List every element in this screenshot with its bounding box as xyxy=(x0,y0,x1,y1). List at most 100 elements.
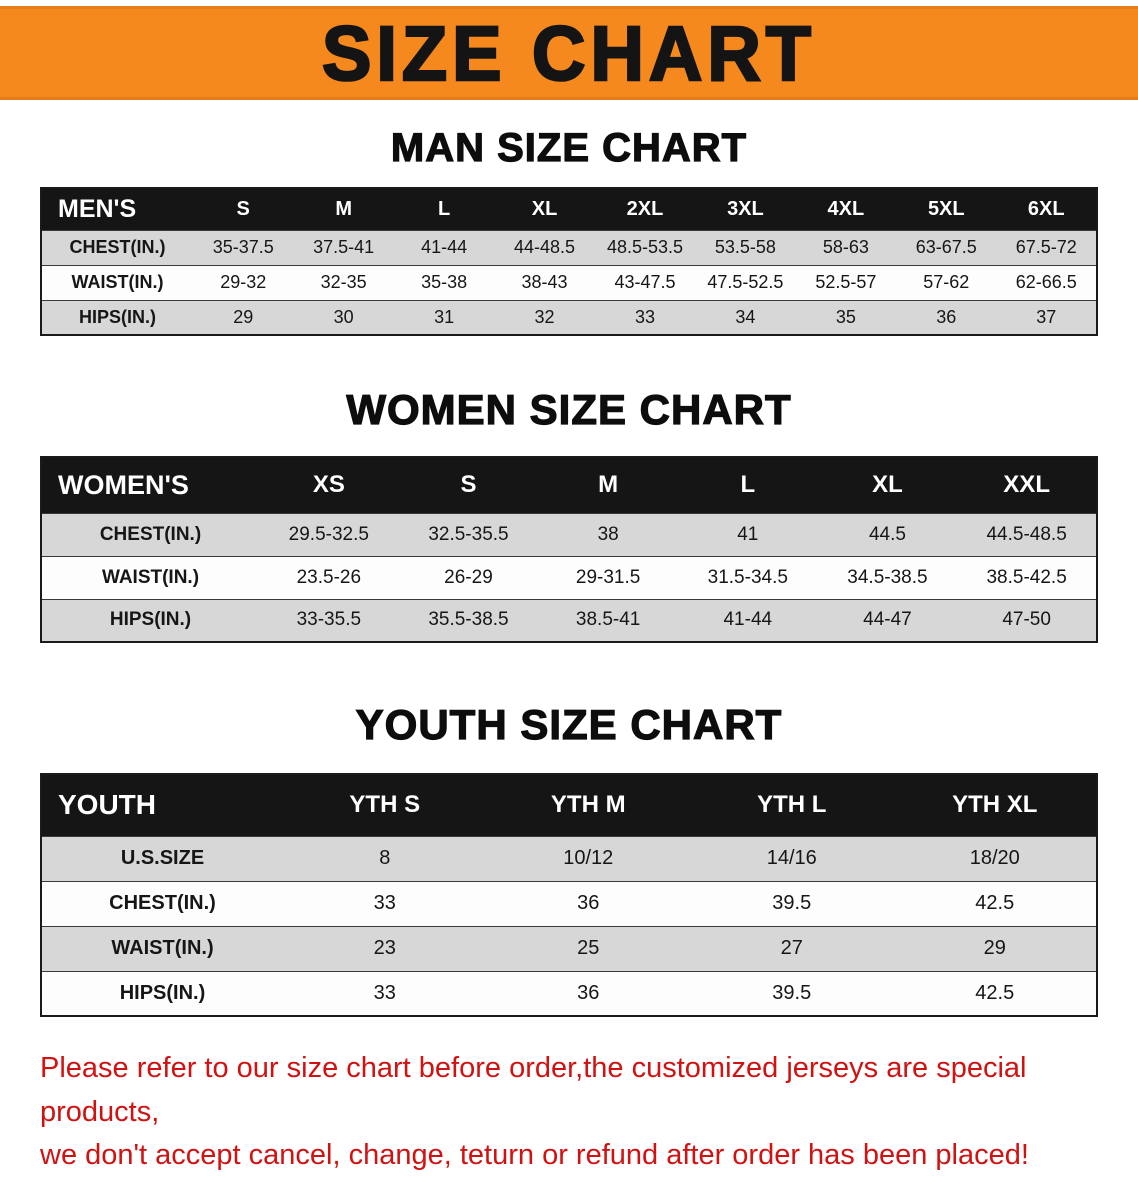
value-cell: 35.5-38.5 xyxy=(398,598,539,643)
size-header-cell: L xyxy=(677,457,818,513)
size-header-cell: XL xyxy=(817,457,958,513)
size-header-cell: M xyxy=(538,457,678,513)
row-label-cell: CHEST(IN.) xyxy=(41,229,193,266)
table-row: U.S.SIZE 8 10/12 14/16 18/20 xyxy=(41,835,1097,882)
value-cell: 31 xyxy=(393,299,495,336)
value-cell: 52.5-57 xyxy=(795,264,897,301)
size-header-cell: XL xyxy=(494,188,595,230)
value-cell: 43-47.5 xyxy=(594,264,696,301)
table-header-row: YOUTH YTH S YTH M YTH L YTH XL xyxy=(41,774,1097,836)
value-cell: 33-35.5 xyxy=(259,598,399,643)
size-header-cell: YTH M xyxy=(486,774,690,836)
value-cell: 31.5-34.5 xyxy=(677,555,818,600)
value-cell: 48.5-53.5 xyxy=(594,229,696,266)
value-cell: 38.5-41 xyxy=(538,598,678,643)
value-cell: 29 xyxy=(893,925,1097,972)
value-cell: 23.5-26 xyxy=(259,555,399,600)
size-header-cell: 3XL xyxy=(695,188,796,230)
women-size-chart-heading: WOMEN SIZE CHART xyxy=(346,385,792,433)
size-header-cell: S xyxy=(398,457,539,513)
size-header-cell: S xyxy=(193,188,294,230)
value-cell: 32-35 xyxy=(293,264,394,301)
value-cell: 14/16 xyxy=(690,835,894,882)
value-cell: 38-43 xyxy=(494,264,595,301)
men-size-chart-heading: MAN SIZE CHART xyxy=(390,125,748,170)
value-cell: 35-38 xyxy=(393,264,495,301)
value-cell: 44.5 xyxy=(817,512,958,557)
table-row: CHEST(IN.) 33 36 39.5 42.5 xyxy=(41,880,1097,927)
value-cell: 38 xyxy=(538,512,678,557)
value-cell: 29 xyxy=(193,299,294,336)
row-label-cell: WAIST(IN.) xyxy=(41,555,259,600)
value-cell: 42.5 xyxy=(893,880,1097,927)
value-cell: 37.5-41 xyxy=(293,229,394,266)
value-cell: 39.5 xyxy=(690,880,894,927)
value-cell: 41-44 xyxy=(677,598,818,643)
value-cell: 26-29 xyxy=(398,555,539,600)
size-header-cell: L xyxy=(393,188,495,230)
women-size-chart-section: WOMEN SIZE CHART WOMEN'S XS S M L XL XXL CHEST(… xyxy=(0,385,1138,643)
value-cell: 58-63 xyxy=(795,229,897,266)
value-cell: 35-37.5 xyxy=(193,229,294,266)
row-label-cell: WAIST(IN.) xyxy=(41,925,283,972)
table-header-row: WOMEN'S XS S M L XL XXL xyxy=(41,457,1097,513)
table-row: HIPS(IN.) 29 30 31 32 33 34 35 36 37 xyxy=(41,299,1097,336)
youth-size-chart-heading: YOUTH SIZE CHART xyxy=(355,700,783,748)
value-cell: 10/12 xyxy=(486,835,690,882)
value-cell: 29-32 xyxy=(193,264,294,301)
women-size-table: WOMEN'S XS S M L XL XXL CHEST(IN.) 29.5-32.5 32.5… xyxy=(40,456,1098,643)
value-cell: 37 xyxy=(996,299,1097,336)
value-cell: 34.5-38.5 xyxy=(817,555,958,600)
value-cell: 39.5 xyxy=(690,970,894,1017)
disclaimer-line-1: Please refer to our size chart before or… xyxy=(40,1052,1027,1128)
table-row: CHEST(IN.) 35-37.5 37.5-41 41-44 44-48.5 48.5… xyxy=(41,229,1097,266)
value-cell: 8 xyxy=(283,835,487,882)
row-label-cell: HIPS(IN.) xyxy=(41,299,193,336)
row-label-cell: HIPS(IN.) xyxy=(41,970,283,1017)
youth-size-table: YOUTH YTH S YTH M YTH L YTH XL U.S.SIZE 8 10/12… xyxy=(40,773,1098,1017)
value-cell: 42.5 xyxy=(893,970,1097,1017)
value-cell: 44-48.5 xyxy=(494,229,595,266)
value-cell: 29.5-32.5 xyxy=(259,512,399,557)
size-header-cell: M xyxy=(293,188,394,230)
value-cell: 32 xyxy=(494,299,595,336)
men-size-table: MEN'S S M L XL 2XL 3XL 4XL 5XL 6XL CHEST(IN.) 35-37… xyxy=(40,187,1098,336)
value-cell: 36 xyxy=(896,299,997,336)
table-row: CHEST(IN.) 29.5-32.5 32.5-35.5 38 41 44.5 44.5… xyxy=(41,512,1097,557)
row-label-cell: U.S.SIZE xyxy=(41,835,283,882)
table-row: WAIST(IN.) 23.5-26 26-29 29-31.5 31.5-34.5 34… xyxy=(41,555,1097,600)
value-cell: 25 xyxy=(486,925,690,972)
disclaimer-line-2: we don't accept cancel, change, teturn o… xyxy=(40,1139,1029,1171)
size-header-cell: XXL xyxy=(957,457,1097,513)
value-cell: 23 xyxy=(283,925,487,972)
size-header-cell: YTH S xyxy=(283,774,487,836)
youth-size-table-wrapper: YOUTH YTH S YTH M YTH L YTH XL U.S.SIZE 8 10/12… xyxy=(0,773,1138,1017)
table-title-cell: MEN'S xyxy=(41,188,193,230)
size-header-cell: 6XL xyxy=(996,188,1097,230)
table-title-cell: WOMEN'S xyxy=(41,457,259,513)
table-row: WAIST(IN.) 23 25 27 29 xyxy=(41,925,1097,972)
table-row: HIPS(IN.) 33-35.5 35.5-38.5 38.5-41 41-44 44-… xyxy=(41,598,1097,643)
size-header-cell: YTH XL xyxy=(893,774,1097,836)
value-cell: 18/20 xyxy=(893,835,1097,882)
banner-title: SIZE CHART xyxy=(321,9,816,98)
value-cell: 36 xyxy=(486,970,690,1017)
value-cell: 63-67.5 xyxy=(896,229,997,266)
value-cell: 47-50 xyxy=(957,598,1097,643)
table-row: WAIST(IN.) 29-32 32-35 35-38 38-43 43-47.5 47.… xyxy=(41,264,1097,301)
value-cell: 47.5-52.5 xyxy=(695,264,796,301)
youth-size-chart-section: YOUTH SIZE CHART YOUTH YTH S YTH M YTH L YTH… xyxy=(0,700,1138,1017)
women-size-table-wrapper: WOMEN'S XS S M L XL XXL CHEST(IN.) 29.5-32.5 32.5… xyxy=(0,456,1138,643)
value-cell: 67.5-72 xyxy=(996,229,1097,266)
row-label-cell: CHEST(IN.) xyxy=(41,880,283,927)
value-cell: 41-44 xyxy=(393,229,495,266)
value-cell: 29-31.5 xyxy=(538,555,678,600)
row-label-cell: CHEST(IN.) xyxy=(41,512,259,557)
value-cell: 41 xyxy=(677,512,818,557)
row-label-cell: HIPS(IN.) xyxy=(41,598,259,643)
size-chart-banner: SIZE CHART xyxy=(0,6,1138,100)
value-cell: 44.5-48.5 xyxy=(957,512,1097,557)
men-size-table-wrapper: MEN'S S M L XL 2XL 3XL 4XL 5XL 6XL CHEST(IN.) 35-37… xyxy=(0,187,1138,336)
table-row: HIPS(IN.) 33 36 39.5 42.5 xyxy=(41,970,1097,1017)
value-cell: 33 xyxy=(283,880,487,927)
